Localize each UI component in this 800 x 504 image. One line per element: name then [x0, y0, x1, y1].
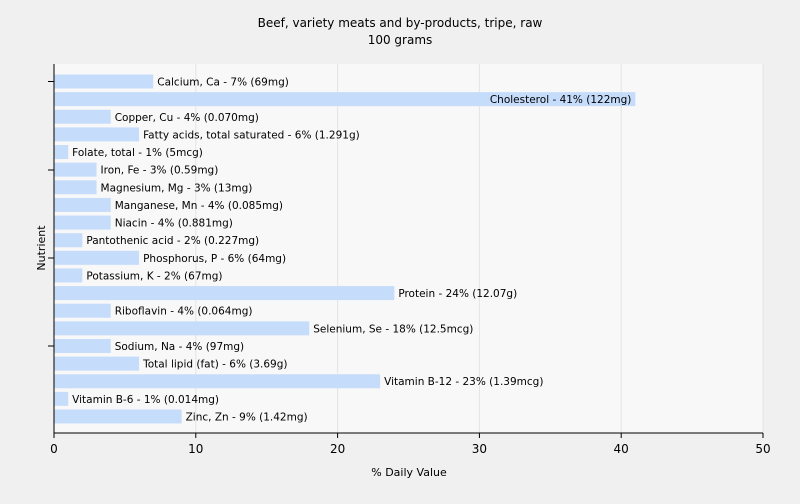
bar-label: Phosphorus, P - 6% (64mg): [143, 253, 286, 265]
bar: [54, 338, 111, 353]
chart-title: Beef, variety meats and by-products, tri…: [258, 16, 543, 30]
grid-lines: [195, 64, 764, 433]
bar: [54, 286, 395, 301]
bar-label: Vitamin B-6 - 1% (0.014mg): [72, 394, 219, 406]
x-tick-label: 30: [472, 442, 487, 456]
bar: [54, 250, 140, 265]
bar-label: Folate, total - 1% (5mcg): [72, 147, 203, 159]
bar: [54, 109, 111, 124]
bar-label: Calcium, Ca - 7% (69mg): [157, 77, 289, 89]
bar: [54, 303, 111, 318]
bar-label: Iron, Fe - 3% (0.59mg): [101, 165, 219, 177]
bar: [54, 409, 182, 424]
bar-label: Total lipid (fat) - 6% (3.69g): [142, 359, 287, 371]
bar-label: Riboflavin - 4% (0.064mg): [115, 306, 253, 318]
bar-label: Niacin - 4% (0.881mg): [115, 218, 233, 230]
y-axis-title: Nutrient: [35, 225, 48, 271]
plot-area: [54, 64, 763, 433]
bar: [54, 127, 140, 142]
bar: [54, 391, 69, 406]
bar: [54, 356, 140, 371]
bar-label: Fatty acids, total saturated - 6% (1.291…: [143, 129, 360, 141]
bar: [54, 74, 154, 89]
chart-subtitle: 100 grams: [368, 33, 433, 47]
x-tick-label: 10: [188, 442, 203, 456]
bar-label: Copper, Cu - 4% (0.070mg): [115, 112, 259, 124]
x-tick-label: 0: [50, 442, 58, 456]
bar: [54, 180, 97, 195]
x-tick-label: 20: [330, 442, 345, 456]
bar-label: Selenium, Se - 18% (12.5mcg): [313, 323, 473, 335]
bars: Calcium, Ca - 7% (69mg) Cholesterol - 41%…: [54, 74, 636, 424]
bar-label: Sodium, Na - 4% (97mg): [115, 341, 244, 353]
bar: [54, 215, 111, 230]
bar-label: Magnesium, Mg - 3% (13mg): [101, 182, 253, 194]
bar-label: Protein - 24% (12.07g): [398, 288, 517, 300]
bar: [54, 145, 69, 160]
x-tick-label: 40: [614, 442, 629, 456]
bar: [54, 374, 381, 389]
bar: [54, 268, 83, 283]
bar: [54, 197, 111, 212]
bar: [54, 233, 83, 248]
bar-label: Zinc, Zn - 9% (1.42mg): [186, 412, 308, 424]
bar: [54, 162, 97, 177]
bar-label: Manganese, Mn - 4% (0.085mg): [115, 200, 283, 212]
bar-label: Vitamin B-12 - 23% (1.39mcg): [384, 376, 543, 388]
axes: 0 10 20 30 40 50: [48, 64, 771, 456]
bar: [54, 92, 636, 107]
bar-label: Potassium, K - 2% (67mg): [86, 270, 222, 282]
x-tick-label: 50: [755, 442, 770, 456]
bar-label: Cholesterol - 41% (122mg): [490, 94, 632, 106]
x-axis-title: % Daily Value: [371, 466, 447, 479]
bar-label: Pantothenic acid - 2% (0.227mg): [86, 235, 259, 247]
bar: [54, 321, 310, 336]
